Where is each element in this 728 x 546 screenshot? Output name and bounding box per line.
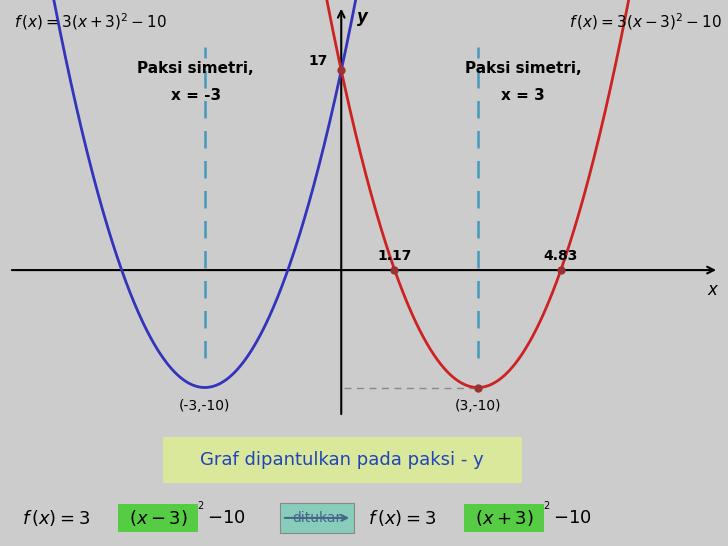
Text: (3,-10): (3,-10) <box>454 399 501 413</box>
FancyArrowPatch shape <box>285 515 347 521</box>
Text: x = -3: x = -3 <box>170 88 221 103</box>
Text: $f\,(x)=3$: $f\,(x)=3$ <box>368 508 436 528</box>
FancyBboxPatch shape <box>464 504 544 532</box>
Text: $^2$: $^2$ <box>543 501 550 515</box>
FancyBboxPatch shape <box>280 503 354 533</box>
Text: Paksi simetri,: Paksi simetri, <box>138 61 254 76</box>
Text: ditukar: ditukar <box>293 511 341 525</box>
Text: $f\,(x) = 3(x+3)^2-10$: $f\,(x) = 3(x+3)^2-10$ <box>14 12 167 32</box>
Text: x = 3: x = 3 <box>502 88 545 103</box>
Text: x: x <box>707 281 717 299</box>
Text: $(x+3)$: $(x+3)$ <box>475 508 534 528</box>
Text: $-10$: $-10$ <box>207 509 245 527</box>
Text: 4.83: 4.83 <box>544 249 578 263</box>
Text: Paksi simetri,: Paksi simetri, <box>465 61 582 76</box>
Text: Graf dipantulkan pada paksi - y: Graf dipantulkan pada paksi - y <box>200 450 484 468</box>
Text: $(x-3)$: $(x-3)$ <box>129 508 187 528</box>
Text: $f\,(x)=3$: $f\,(x)=3$ <box>22 508 90 528</box>
Text: 1.17: 1.17 <box>377 249 411 263</box>
Text: (-3,-10): (-3,-10) <box>179 399 231 413</box>
Text: 17: 17 <box>308 54 328 68</box>
Text: y: y <box>357 8 368 26</box>
Text: $-10$: $-10$ <box>553 509 592 527</box>
FancyBboxPatch shape <box>163 437 522 483</box>
FancyBboxPatch shape <box>118 504 198 532</box>
Text: $f\,(x) = 3(x-3)^2-10$: $f\,(x) = 3(x-3)^2-10$ <box>569 12 721 32</box>
Text: $^2$: $^2$ <box>197 501 205 515</box>
